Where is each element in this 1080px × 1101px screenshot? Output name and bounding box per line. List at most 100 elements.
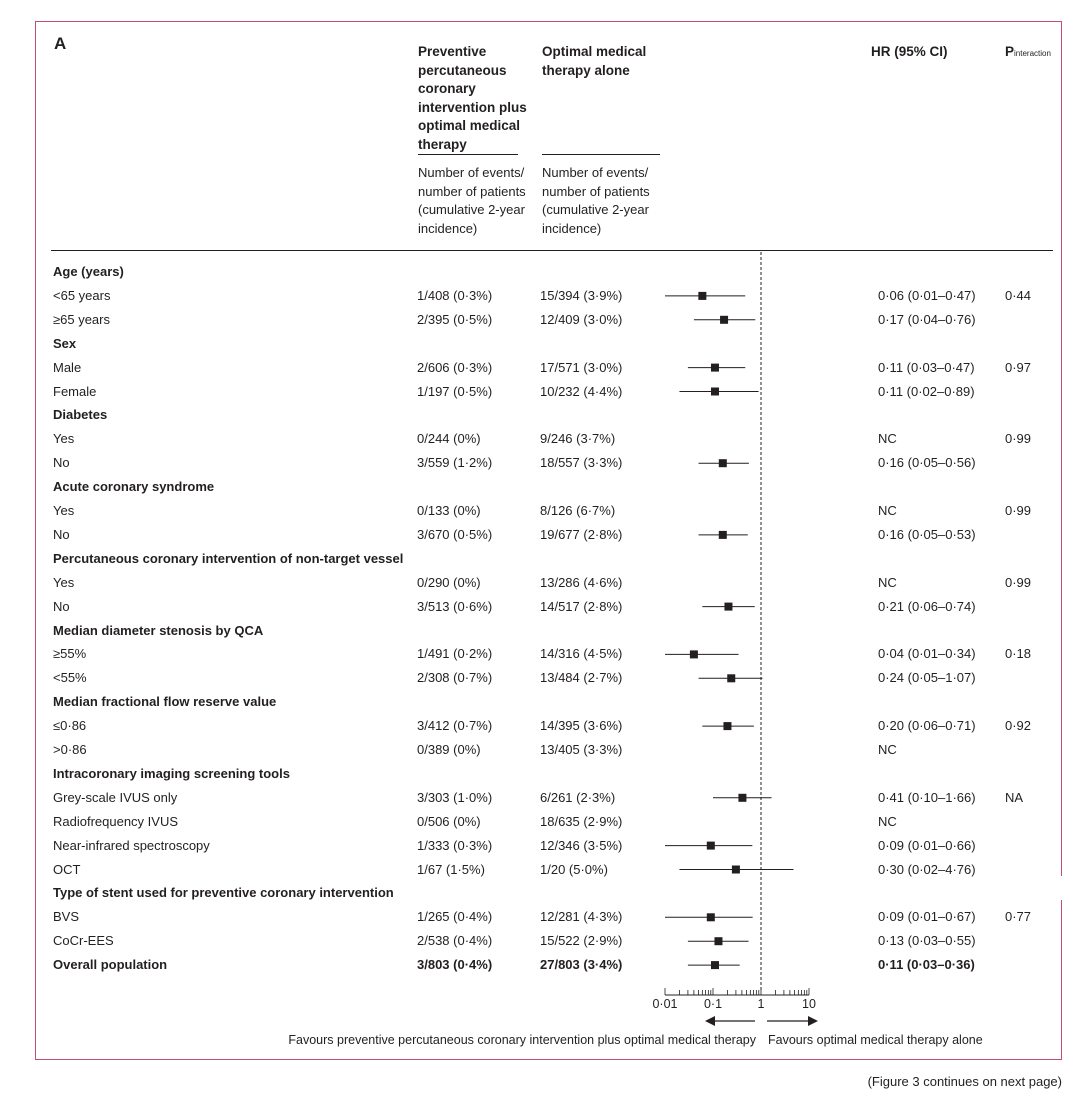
- p-cell: 0·97: [1005, 359, 1032, 375]
- p-cell: 0·77: [1005, 909, 1032, 925]
- panel-label: A: [54, 34, 67, 53]
- header-omt-sub: Number of events/ number of patients (cu…: [542, 165, 650, 236]
- ppci-cell: 3/412 (0·7%): [417, 718, 493, 734]
- omt-cell: 18/635 (2·9%): [540, 813, 623, 829]
- omt-cell: 12/346 (3·5%): [540, 837, 623, 853]
- hr-cell: 0·21 (0·06–0·74): [878, 598, 976, 614]
- ppci-cell: 0/506 (0%): [417, 813, 481, 829]
- hr-cell: 0·11 (0·03–0·47): [878, 359, 975, 375]
- hr-cell: 0·11 (0·03–0·36): [878, 957, 975, 973]
- hr-point: [738, 793, 747, 802]
- omt-cell: 14/395 (3·6%): [540, 718, 623, 734]
- hr-point: [706, 913, 715, 922]
- hr-cell: 0·09 (0·01–0·67): [878, 909, 976, 925]
- hr-point: [714, 937, 723, 946]
- hr-cell: 0·06 (0·01–0·47): [878, 287, 976, 303]
- header-bottom-rule: [51, 250, 1053, 251]
- subgroup-heading: Percutaneous coronary intervention of no…: [53, 550, 404, 566]
- hr-cell: NC: [878, 431, 897, 447]
- row-label: Yes: [53, 503, 75, 518]
- header-ppci-group: Preventive percutaneous coronary interve…: [418, 44, 527, 152]
- omt-cell: 12/281 (4·3%): [540, 909, 623, 925]
- hr-cell: 0·11 (0·02–0·89): [878, 383, 975, 399]
- omt-cell: 14/316 (4·5%): [540, 646, 623, 662]
- frame-gap: [1058, 876, 1066, 900]
- row-label: No: [53, 526, 70, 542]
- hr-point: [698, 291, 707, 300]
- hr-point: [723, 722, 732, 731]
- header-omt-rule: [542, 154, 660, 155]
- omt-cell: 18/557 (3·3%): [540, 455, 623, 471]
- hr-cell: NC: [878, 813, 897, 829]
- omt-cell: 17/571 (3·0%): [540, 359, 623, 375]
- header-p-sub: interaction: [1014, 49, 1051, 58]
- subgroup-heading: Median diameter stenosis by QCA: [53, 622, 264, 638]
- hr-cell: 0·16 (0·05–0·56): [878, 455, 976, 471]
- hr-cell: 0·24 (0·05–1·07): [878, 670, 976, 686]
- tick-label: 0·1: [704, 997, 722, 1011]
- tick-label: 10: [802, 997, 816, 1011]
- header-ppci-rule: [418, 154, 518, 155]
- p-cell: 0·44: [1005, 287, 1032, 303]
- row-label: OCT: [53, 861, 81, 877]
- omt-cell: 9/246 (3·7%): [540, 431, 616, 447]
- ppci-cell: 0/244 (0%): [417, 431, 481, 447]
- header-p-interaction: Pinteraction: [1005, 43, 1051, 64]
- ppci-cell: 0/290 (0%): [417, 574, 481, 590]
- hr-cell: NC: [878, 574, 897, 590]
- omt-cell: 14/517 (2·8%): [540, 598, 623, 614]
- continuation-note: (Figure 3 continues on next page): [867, 1074, 1062, 1089]
- omt-cell: 27/803 (3·4%): [540, 957, 623, 973]
- row-label: <55%: [53, 670, 87, 686]
- subgroup-heading: Acute coronary syndrome: [53, 479, 215, 495]
- ppci-cell: 1/197 (0·5%): [417, 383, 493, 399]
- header-hr: HR (95% CI): [871, 44, 948, 59]
- hr-point: [724, 602, 733, 611]
- subgroup-heading: Type of stent used for preventive corona…: [53, 885, 394, 901]
- subgroup-heading: Median fractional flow reserve value: [53, 694, 277, 710]
- ppci-cell: 2/308 (0·7%): [417, 670, 493, 686]
- row-label: Near-infrared spectroscopy: [53, 837, 210, 853]
- ppci-cell: 1/408 (0·3%): [417, 287, 493, 303]
- omt-cell: 13/484 (2·7%): [540, 670, 623, 686]
- hr-cell: 0·41 (0·10–1·66): [878, 789, 976, 805]
- hr-cell: 0·30 (0·02–4·76): [878, 861, 976, 877]
- hr-point: [706, 841, 715, 850]
- ppci-cell: 3/559 (1·2%): [417, 455, 493, 471]
- hr-point: [710, 387, 719, 396]
- ppci-cell: 3/803 (0·4%): [417, 957, 493, 973]
- hr-point: [710, 961, 719, 970]
- subgroup-heading: Age (years): [53, 264, 124, 279]
- omt-cell: 12/409 (3·0%): [540, 311, 623, 327]
- hr-cell: 0·09 (0·01–0·66): [878, 837, 976, 853]
- omt-cell: 10/232 (4·4%): [540, 383, 623, 399]
- row-label: No: [53, 598, 70, 614]
- row-label: Yes: [53, 574, 75, 590]
- ppci-cell: 0/133 (0%): [417, 503, 481, 518]
- row-label: Radiofrequency IVUS: [53, 813, 179, 829]
- ppci-cell: 0/389 (0%): [417, 742, 481, 757]
- ppci-cell: 3/513 (0·6%): [417, 598, 493, 614]
- header-ppci-sub: Number of events/ number of patients (cu…: [418, 165, 526, 236]
- favours-right-label: Favours optimal medical therapy alone: [768, 1033, 983, 1047]
- p-cell: 0·99: [1005, 503, 1032, 518]
- omt-cell: 6/261 (2·3%): [540, 789, 616, 805]
- hr-point: [731, 865, 740, 874]
- ppci-cell: 3/670 (0·5%): [417, 526, 493, 542]
- row-label: ≥55%: [53, 646, 87, 662]
- omt-cell: 13/405 (3·3%): [540, 742, 623, 757]
- p-cell: NA: [1005, 789, 1024, 805]
- subgroup-heading: Diabetes: [53, 407, 108, 423]
- ppci-cell: 3/303 (1·0%): [417, 789, 493, 805]
- header-p-main: P: [1005, 44, 1015, 59]
- hr-cell: NC: [878, 742, 897, 757]
- row-label: ≤0·86: [53, 718, 87, 734]
- hr-point: [720, 315, 729, 324]
- p-cell: 0·99: [1005, 431, 1032, 447]
- omt-cell: 19/677 (2·8%): [540, 526, 623, 542]
- ppci-cell: 1/265 (0·4%): [417, 909, 493, 925]
- favours-left-label: Favours preventive percutaneous coronary…: [288, 1033, 756, 1047]
- hr-point: [710, 363, 719, 372]
- row-label: No: [53, 455, 70, 471]
- row-label: Yes: [53, 431, 75, 447]
